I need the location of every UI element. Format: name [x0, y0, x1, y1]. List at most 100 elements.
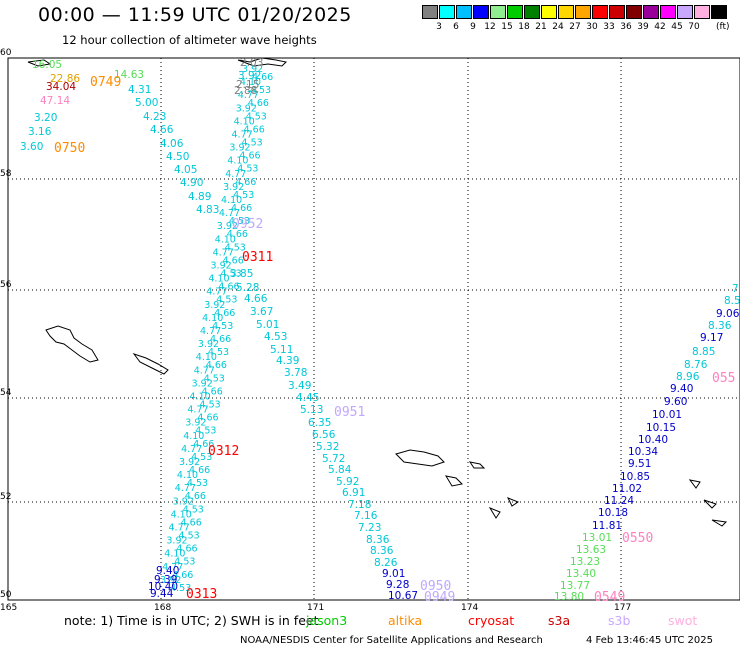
wave-height-value: 3.92 [192, 378, 213, 389]
wave-height-value: 13.63 [576, 544, 606, 556]
wave-height-value: 4.66 [193, 439, 214, 450]
satellite-s3b: s3b [608, 613, 631, 628]
legend-swatch [490, 5, 506, 19]
wave-height-value: 2.88 [234, 85, 257, 97]
legend-label: 21 [535, 22, 547, 32]
wave-height-value: 13.77 [560, 580, 590, 592]
legend-swatch [422, 5, 438, 19]
wave-height-value: 3.92 [204, 300, 225, 311]
wave-height-value: 4.77 [194, 365, 215, 376]
wave-height-value: 4.10 [208, 274, 229, 285]
longitude-tick-label: 165 [0, 603, 17, 613]
legend-label: 27 [569, 22, 581, 32]
wave-height-value: 7.18 [348, 499, 371, 511]
legend-label: 18 [518, 22, 530, 32]
track-time-label: 0951 [334, 405, 365, 420]
wave-height-value: 4.53 [204, 373, 225, 384]
wave-height-value: 3.92 [238, 70, 261, 82]
wave-height-value: 3.49 [288, 380, 311, 392]
wave-height-value: 4.77 [213, 247, 234, 258]
wave-height-value: 7.16 [354, 510, 378, 522]
track-time-label: 0952 [232, 217, 263, 232]
wave-height-value: 8.36 [708, 320, 732, 332]
wave-height-value: 4.77 [175, 483, 196, 494]
wave-height-value: 4.50 [166, 151, 189, 163]
wave-height-value: 13.80 [554, 591, 584, 603]
wave-height-value: 4.66 [227, 229, 248, 240]
track-time-label: 0312 [208, 444, 239, 459]
wave-height-value: 3.67 [250, 306, 273, 318]
wave-height-value: 3.92 [242, 64, 263, 75]
wave-height-value: 22.86 [50, 73, 80, 85]
latitude-tick-label: 50 [0, 590, 12, 600]
wave-height-value: 4.10 [221, 195, 242, 206]
wave-height-value: 6.91 [342, 487, 365, 499]
wave-height-value: 47.14 [40, 95, 70, 107]
wave-height-value: 3.92 [166, 536, 187, 547]
legend-swatch [660, 5, 676, 19]
wave-height-value: 4.66 [189, 465, 210, 476]
wave-height-value: 5.92 [336, 476, 359, 488]
wave-height-value: 13.23 [570, 556, 600, 568]
wave-height-value: 4.66 [218, 282, 239, 293]
wave-height-value: 3.92 [223, 182, 244, 193]
legend-label: 24 [552, 22, 564, 32]
legend-swatch [643, 5, 659, 19]
legend-label: 70 [688, 22, 700, 32]
wave-height-value: 9.06 [716, 308, 740, 320]
wave-height-value: 4.53 [264, 331, 287, 343]
wave-height-value: 4.10 [215, 234, 236, 245]
wave-height-value: 4.66 [214, 308, 235, 319]
wave-height-value: 9.40 [670, 383, 693, 395]
wave-height-value: 10.40 [148, 581, 178, 593]
wave-height-value: 4.77 [169, 523, 190, 534]
wave-height-value: 4.53 [229, 216, 250, 227]
wave-height-value: 5.72 [322, 453, 345, 465]
latitude-tick-label: 54 [0, 388, 12, 398]
legend-unit: (ft) [716, 22, 730, 32]
track-time-label: 0749 [90, 75, 121, 90]
wave-height-value: 8.96 [676, 371, 700, 383]
wave-height-value: 8.76 [684, 359, 708, 371]
wave-height-value: 6.35 [308, 417, 331, 429]
wave-height-value: 10.67 [388, 590, 418, 602]
wave-height-value: 4.10 [183, 431, 204, 442]
wave-height-value: 4.23 [143, 111, 166, 123]
legend-swatch [456, 5, 472, 19]
legend-label: 12 [484, 22, 496, 32]
legend-swatch [558, 5, 574, 19]
island-coastline [444, 475, 464, 487]
wave-height-value: 4.66 [206, 360, 227, 371]
legend-label: 15 [501, 22, 513, 32]
wave-height-value: 4.53 [212, 321, 233, 332]
wave-height-value: 4.66 [210, 334, 231, 345]
wave-height-value: 4.10 [196, 352, 217, 363]
island-coastline [688, 479, 701, 489]
wave-height-value: 4.66 [150, 124, 174, 136]
legend-label: 42 [654, 22, 666, 32]
longitude-tick-label: 177 [614, 603, 631, 613]
legend-swatch [626, 5, 642, 19]
wave-height-value: 3.92 [173, 496, 194, 507]
legend-swatch [677, 5, 693, 19]
track-time-label: 0950 [420, 579, 451, 594]
island-coastline [488, 506, 501, 519]
wave-height-value: 8.5 [724, 295, 740, 307]
track-time-label: 0750 [54, 141, 85, 156]
wave-height-value: 7.23 [358, 522, 381, 534]
wave-height-value: 4.77 [219, 208, 240, 219]
wave-height-value: 8.36 [366, 534, 390, 546]
legend-swatch [439, 5, 455, 19]
generation-timestamp: 4 Feb 13:46:45 UTC 2025 [586, 635, 713, 646]
wave-height-value: 34.04 [46, 81, 76, 93]
wave-height-value: 11.24 [604, 495, 634, 507]
satellite-cryosat: cryosat [468, 613, 515, 628]
wave-height-value: 4.77 [238, 90, 259, 101]
wave-height-value: 4.10 [171, 509, 192, 520]
credit-line: NOAA/NESDIS Center for Satellite Applica… [240, 635, 543, 646]
wave-height-value: 9.17 [700, 332, 723, 344]
wave-height-value: 11.02 [612, 483, 642, 495]
wave-height-value: 4.66 [235, 177, 256, 188]
wave-height-value: 14.63 [114, 69, 144, 81]
